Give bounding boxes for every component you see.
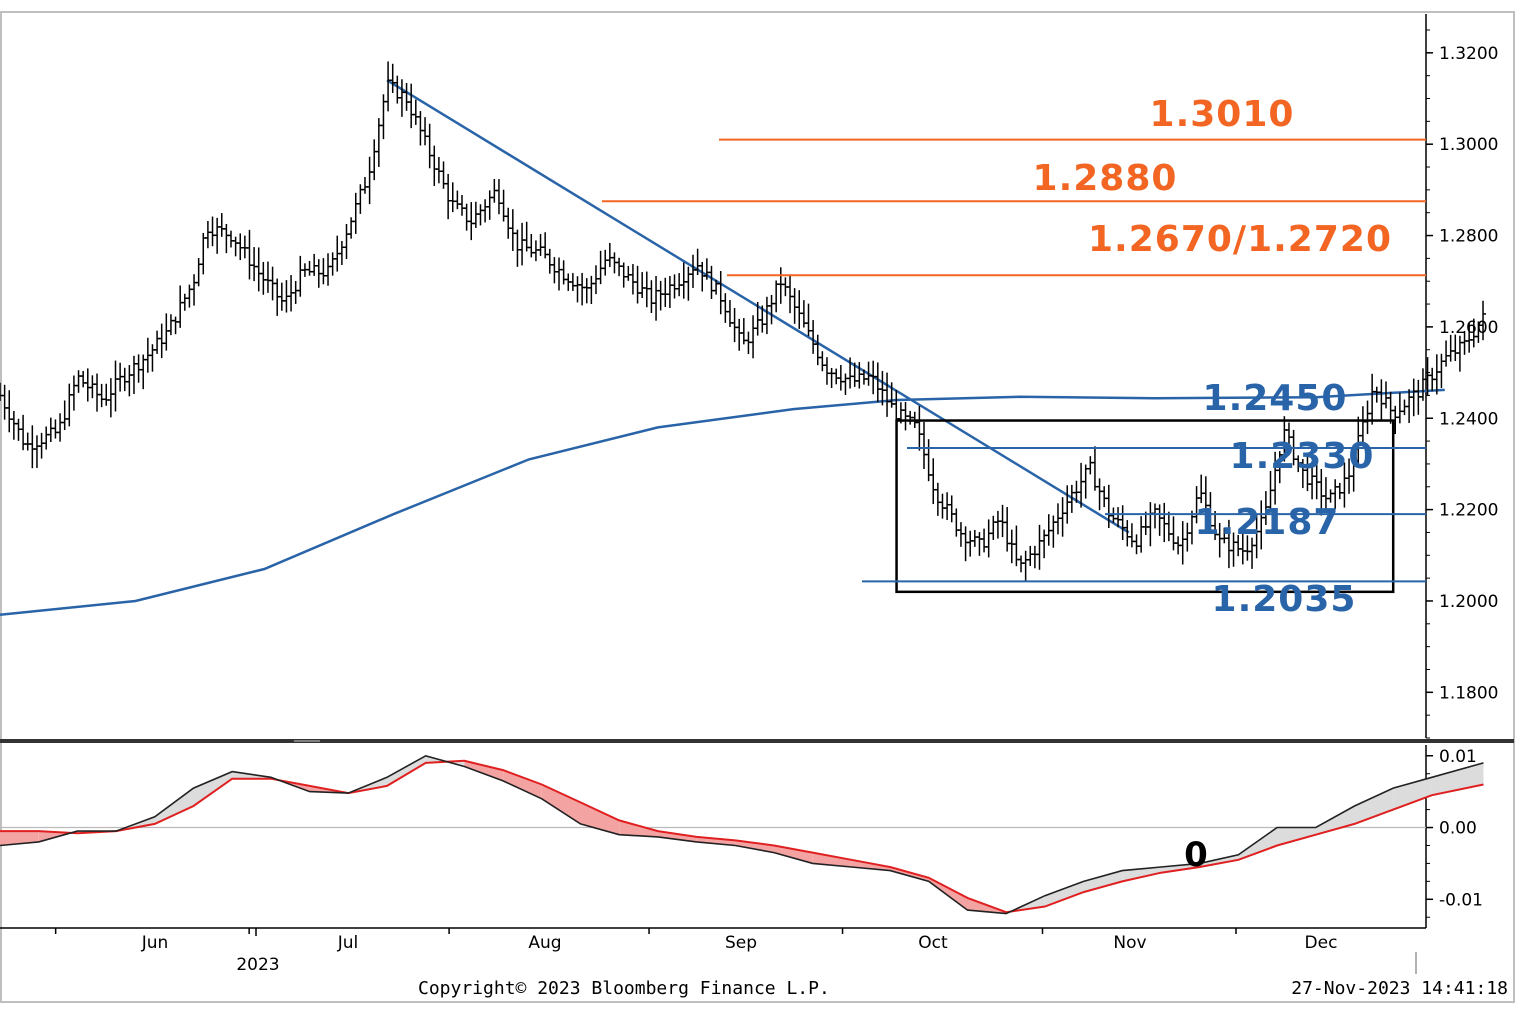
oscillator-fill-grey xyxy=(1083,870,1123,893)
oscillator-fill-red xyxy=(503,770,542,799)
oscillator-fill-red xyxy=(464,760,504,781)
level-label: 1.2450 xyxy=(1203,378,1348,419)
price-pane: 1.32001.30001.28001.26001.24001.22001.20… xyxy=(0,14,1498,739)
oscillator-fill-red xyxy=(0,831,39,846)
oscillator-tick-label: 0.01 xyxy=(1439,747,1477,767)
oscillator-fill-red xyxy=(619,820,658,837)
oscillator-fill-red xyxy=(812,852,852,867)
price-tick-label: 1.3000 xyxy=(1439,135,1498,155)
oscillator-fill-red xyxy=(735,840,774,853)
level-label: 1.2330 xyxy=(1230,436,1375,477)
x-tick-label: Oct xyxy=(918,933,948,953)
oscillator-tick-label: -0.01 xyxy=(1439,890,1483,910)
oscillator-fill-red xyxy=(657,831,697,842)
level-label: 1.2035 xyxy=(1212,579,1357,620)
oscillator-fill-grey xyxy=(1122,867,1161,882)
x-tick-label: Aug xyxy=(528,933,561,953)
price-tick-label: 1.2400 xyxy=(1439,409,1498,429)
oscillator-tick-label: 0.00 xyxy=(1439,819,1477,839)
level-label: 1.2670/1.2720 xyxy=(1088,219,1392,260)
oscillator-pane: 0.01 0.00 -0.01 0 xyxy=(0,745,1484,928)
price-tick-label: 1.2000 xyxy=(1439,592,1498,612)
oscillator-main-line xyxy=(0,754,1484,915)
x-tick-label: Jun xyxy=(141,933,169,953)
oscillator-fill-grey xyxy=(1044,881,1084,907)
oscillator-fill-red xyxy=(774,845,813,864)
oscillator-fill-grey xyxy=(193,771,233,806)
year-label: 2023 xyxy=(236,955,279,975)
price-tick-label: 1.3200 xyxy=(1439,44,1498,64)
oscillator-fill-grey xyxy=(1199,854,1239,867)
level-label: 1.2880 xyxy=(1033,158,1178,199)
oscillator-fill-red xyxy=(541,784,581,824)
price-tick-label: 1.2200 xyxy=(1439,501,1498,521)
x-axis: Jun Jul Aug Sep Oct Nov Dec xyxy=(0,927,1426,953)
x-tick-label: Nov xyxy=(1113,933,1146,953)
level-label: 1.3010 xyxy=(1150,94,1295,135)
price-tick-label: 1.1800 xyxy=(1439,683,1498,703)
price-tick-label: 1.2800 xyxy=(1439,227,1498,247)
x-tick-label: Dec xyxy=(1305,933,1338,953)
range-box xyxy=(895,419,1395,594)
oscillator-fill-grey xyxy=(1238,827,1278,860)
oscillator-fill-grey xyxy=(154,788,194,824)
copyright-text: Copyright© 2023 Bloomberg Finance L.P. xyxy=(418,978,830,999)
oscillator-fill-grey xyxy=(1315,806,1355,835)
oscillator-fill-grey xyxy=(1277,827,1316,846)
x-tick-label: Jul xyxy=(337,933,359,953)
moving-average-line xyxy=(0,388,1445,616)
oscillator-fill-red xyxy=(696,836,736,846)
level-label: 1.2187 xyxy=(1195,502,1340,543)
oscillator-signal-line xyxy=(0,759,1484,914)
oscillator-fill-grey xyxy=(1354,788,1394,824)
oscillator-fill-grey xyxy=(387,755,426,786)
x-tick-label: Sep xyxy=(725,933,757,953)
zero-label: 0 xyxy=(1184,835,1208,875)
timestamp-text: 27-Nov-2023 14:41:18 xyxy=(1291,978,1508,999)
